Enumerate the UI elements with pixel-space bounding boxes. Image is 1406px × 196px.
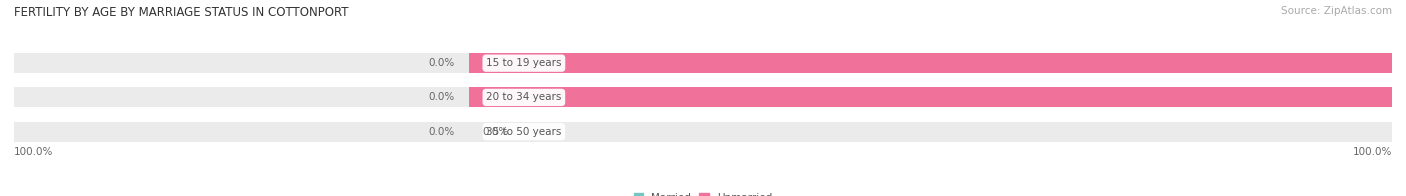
Text: 20 to 34 years: 20 to 34 years: [486, 92, 561, 102]
Text: 15 to 19 years: 15 to 19 years: [486, 58, 561, 68]
Text: 0.0%: 0.0%: [429, 127, 456, 137]
Bar: [468, 53, 1392, 73]
Text: 0.0%: 0.0%: [429, 58, 456, 68]
Bar: [14, 53, 1392, 73]
Text: 0.0%: 0.0%: [429, 92, 456, 102]
Bar: [468, 87, 1392, 107]
Text: 100.0%: 100.0%: [1353, 147, 1392, 157]
Text: 35 to 50 years: 35 to 50 years: [486, 127, 561, 137]
Text: 100.0%: 100.0%: [14, 147, 53, 157]
Text: FERTILITY BY AGE BY MARRIAGE STATUS IN COTTONPORT: FERTILITY BY AGE BY MARRIAGE STATUS IN C…: [14, 6, 349, 19]
Text: 0.0%: 0.0%: [482, 127, 509, 137]
Bar: [14, 122, 1392, 142]
Bar: [14, 87, 1392, 107]
Text: Source: ZipAtlas.com: Source: ZipAtlas.com: [1281, 6, 1392, 16]
Legend: Married, Unmarried: Married, Unmarried: [630, 188, 776, 196]
